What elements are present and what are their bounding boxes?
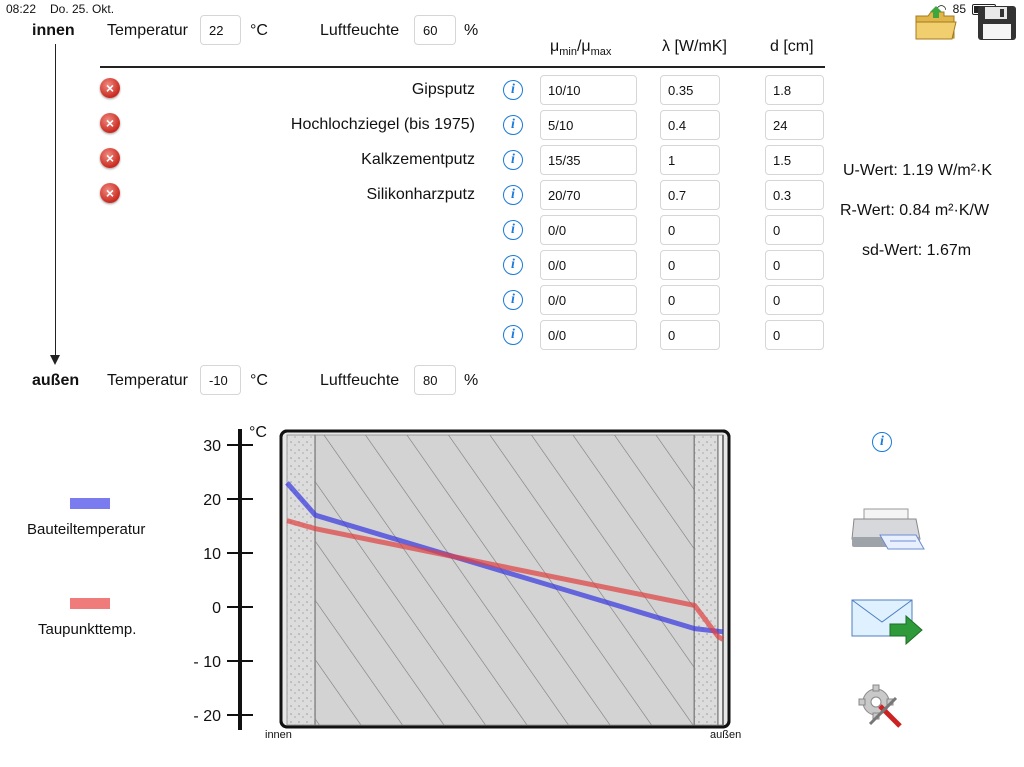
direction-arrow-line <box>55 44 56 356</box>
layer-name: Kalkzementputz <box>361 151 475 168</box>
delete-layer-button[interactable]: × <box>100 183 120 203</box>
outside-temp-input[interactable]: -10 <box>200 365 241 395</box>
legend-component-swatch <box>70 498 110 509</box>
wall-frame <box>279 429 731 729</box>
series-line-component-temp <box>285 481 724 635</box>
settings-tools-icon[interactable] <box>856 684 906 730</box>
layer-mu-input[interactable]: 0/0 <box>540 250 637 280</box>
layer-hochlochziegel <box>315 434 695 726</box>
layer-info-icon[interactable]: i <box>503 255 523 275</box>
header-divider <box>100 66 825 68</box>
delete-layer-button[interactable]: × <box>100 113 120 133</box>
layer-thickness-input[interactable]: 1.5 <box>765 145 824 175</box>
layer-lambda-input[interactable]: 0.7 <box>660 180 720 210</box>
layer-lambda-input[interactable]: 0 <box>660 285 720 315</box>
open-folder-icon[interactable] <box>914 4 958 42</box>
layer-lambda-input[interactable]: 0.35 <box>660 75 720 105</box>
outside-label: außen <box>32 372 80 389</box>
inside-humidity-input[interactable]: 60 <box>414 15 456 45</box>
status-bar: 08:22 Do. 25. Okt. ◠ 85 <box>0 0 1024 20</box>
save-floppy-icon[interactable] <box>976 4 1018 42</box>
legend-dewpoint-swatch <box>70 598 110 609</box>
legend-component-label: Bauteiltemperatur <box>27 521 146 538</box>
battery-percent: 85 <box>952 2 966 16</box>
y-axis-unit: °C <box>249 424 267 441</box>
status-date: Do. 25. Okt. <box>50 2 115 16</box>
layer-thickness-input[interactable]: 1.8 <box>765 75 824 105</box>
layer-mu-input[interactable]: 15/35 <box>540 145 637 175</box>
y-tick-label: 30 <box>203 438 221 455</box>
x-label-inside: innen <box>265 729 292 741</box>
wifi-icon: ◠ <box>936 2 947 16</box>
x-label-outside: außen <box>710 729 741 741</box>
layer-thickness-input[interactable]: 0 <box>765 250 824 280</box>
outside-temp-label: Temperatur <box>107 372 188 389</box>
layer-lambda-input[interactable]: 0 <box>660 215 720 245</box>
layer-mu-input[interactable]: 0/0 <box>540 215 637 245</box>
delete-layer-button[interactable]: × <box>100 78 120 98</box>
y-tick-label: 20 <box>203 492 221 509</box>
layer-name: Gipsputz <box>411 81 475 98</box>
layer-lambda-input[interactable]: 0.4 <box>660 110 720 140</box>
layer-mu-input[interactable]: 0/0 <box>540 320 637 350</box>
layer-info-icon[interactable]: i <box>503 290 523 310</box>
layer-mu-input[interactable]: 20/70 <box>540 180 637 210</box>
header-mu: μmin/μmax <box>550 38 612 59</box>
layer-gipsputz <box>286 434 316 726</box>
u-value: U-Wert: 1.19 W/m²·K <box>843 162 993 179</box>
outside-temp-unit: °C <box>250 372 268 389</box>
delete-layer-button[interactable]: × <box>100 148 120 168</box>
r-value: R-Wert: 0.84 m²·K/W <box>840 202 990 219</box>
layer-thickness-input[interactable]: 0.3 <box>765 180 824 210</box>
header-lambda: λ [W/mK] <box>662 38 727 55</box>
layer-info-icon[interactable]: i <box>503 115 523 135</box>
status-time: 08:22 <box>6 2 37 16</box>
series-line-dewpoint-temp <box>286 518 725 642</box>
inside-temp-label: Temperatur <box>107 22 188 39</box>
y-tick-label: 0 <box>212 600 221 617</box>
layer-name: Hochlochziegel (bis 1975) <box>290 116 475 133</box>
layer-info-icon[interactable]: i <box>503 185 523 205</box>
y-tick-label: - 20 <box>193 708 221 725</box>
inside-humidity-label: Luftfeuchte <box>320 22 400 39</box>
layer-mu-input[interactable]: 5/10 <box>540 110 637 140</box>
layer-thickness-input[interactable]: 24 <box>765 110 824 140</box>
layer-info-icon[interactable]: i <box>503 325 523 345</box>
layer-info-icon[interactable]: i <box>503 220 523 240</box>
inside-humidity-unit: % <box>464 22 479 39</box>
layer-name: Silikonharzputz <box>366 186 476 203</box>
layer-thickness-input[interactable]: 0 <box>765 320 824 350</box>
layer-lambda-input[interactable]: 0 <box>660 320 720 350</box>
inside-temp-input[interactable]: 22 <box>200 15 241 45</box>
inside-label: innen <box>32 22 75 39</box>
arrow-down-icon <box>50 355 60 365</box>
outside-humidity-input[interactable]: 80 <box>414 365 456 395</box>
layer-mu-input[interactable]: 0/0 <box>540 285 637 315</box>
mail-send-icon[interactable] <box>850 598 924 646</box>
temperature-chart: °C 30 20 10 0 - 10 - 20 innen außen <box>193 424 741 741</box>
y-tick-label: - 10 <box>193 654 221 671</box>
inside-temp-unit: °C <box>250 22 268 39</box>
sd-value: sd-Wert: 1.67m <box>862 242 972 259</box>
layer-mu-input[interactable]: 10/10 <box>540 75 637 105</box>
layer-info-icon[interactable]: i <box>503 150 523 170</box>
layer-lambda-input[interactable]: 1 <box>660 145 720 175</box>
y-tick-label: 10 <box>203 546 221 563</box>
outside-humidity-unit: % <box>464 372 479 389</box>
layer-kalkzementputz <box>694 434 719 726</box>
layer-lambda-input[interactable]: 0 <box>660 250 720 280</box>
printer-icon[interactable] <box>850 505 926 553</box>
layer-info-icon[interactable]: i <box>503 80 523 100</box>
header-thickness: d [cm] <box>770 38 814 55</box>
layer-thickness-input[interactable]: 0 <box>765 215 824 245</box>
legend-dewpoint-label: Taupunkttemp. <box>38 621 137 638</box>
layer-thickness-input[interactable]: 0 <box>765 285 824 315</box>
chart-info-icon[interactable]: i <box>872 432 892 452</box>
outside-humidity-label: Luftfeuchte <box>320 372 400 389</box>
